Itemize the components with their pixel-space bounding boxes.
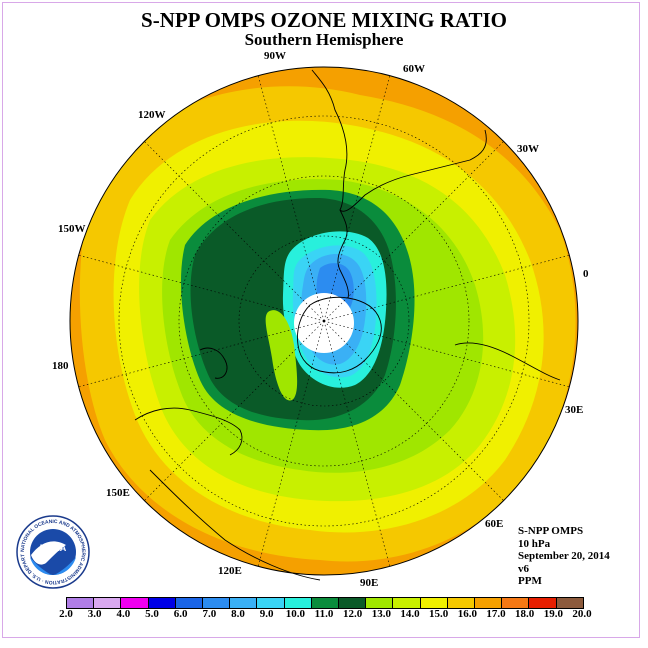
lon-label-180: 180 xyxy=(52,360,69,372)
ozone-field xyxy=(70,67,578,575)
colorbar-label: 15.0 xyxy=(429,608,449,620)
info-instrument: S-NPP OMPS xyxy=(518,525,584,537)
colorbar xyxy=(66,597,584,609)
africa-coast xyxy=(454,342,561,381)
info-date: September 20, 2014 xyxy=(518,550,610,562)
colorbar-segment xyxy=(67,598,95,608)
logo-bird-icon xyxy=(31,541,66,565)
lon-label-60w: 60W xyxy=(403,63,425,75)
colorbar-label: 4.0 xyxy=(116,608,131,620)
colorbar-label: 5.0 xyxy=(145,608,159,620)
colorbar-label: 17.0 xyxy=(486,608,506,620)
info-pressure: 10 hPa xyxy=(518,537,551,550)
colorbar-segment xyxy=(148,598,176,608)
colorbar-label: 19.0 xyxy=(543,608,563,620)
lon-label-30e: 30E xyxy=(565,404,584,416)
colorbar-segment xyxy=(230,598,258,608)
colorbar-segment xyxy=(420,598,448,608)
colorbar-label: 2.0 xyxy=(59,608,73,620)
colorbar-segment xyxy=(339,598,367,608)
map-outline xyxy=(69,66,579,576)
colorbar-segment xyxy=(366,598,394,608)
info-units: PPM xyxy=(518,575,542,587)
graticule xyxy=(78,75,570,567)
colorbar-label: 9.0 xyxy=(259,608,274,620)
colorbar-label: 18.0 xyxy=(515,608,535,620)
colorbar-segment xyxy=(257,598,285,608)
lon-label-120e: 120E xyxy=(218,565,242,577)
new-zealand-coast xyxy=(199,347,228,379)
coastlines xyxy=(134,69,561,581)
colorbar-segment xyxy=(447,598,476,608)
logo-wave-icon xyxy=(30,557,76,575)
info-version: v6 xyxy=(518,562,529,575)
colorbar-segment xyxy=(203,598,231,608)
colorbar-segment xyxy=(529,598,557,608)
colorbar-segment xyxy=(284,598,312,608)
colorbar-segment xyxy=(94,598,122,608)
colorbar-label: 12.0 xyxy=(343,608,363,620)
colorbar-label: 3.0 xyxy=(87,608,102,620)
latitude-ring-1 xyxy=(238,235,410,407)
lon-label-0: 0 xyxy=(583,268,589,280)
colorbar-segment xyxy=(502,598,530,608)
lon-label-30w: 30W xyxy=(517,143,539,155)
lon-label-150w: 150W xyxy=(58,223,86,235)
colorbar-label: 8.0 xyxy=(231,608,245,620)
antarctica-coast xyxy=(297,296,382,374)
latitude-ring-3 xyxy=(118,115,530,527)
colorbar-segment xyxy=(475,598,503,608)
colorbar-segment xyxy=(121,598,149,608)
colorbar-segment xyxy=(556,598,583,608)
lon-label-90e: 90E xyxy=(360,577,379,589)
noaa-logo: NATIONAL OCEANIC AND ATMOSPHERIC ADMINIS… xyxy=(16,515,90,589)
south-america-coast xyxy=(311,69,487,212)
colorbar-label: 14.0 xyxy=(400,608,420,620)
colorbar-label: 13.0 xyxy=(371,608,391,620)
colorbar-label: 11.0 xyxy=(314,608,334,620)
info-block: S-NPP OMPS 10 hPa September 20, 2014 v6 … xyxy=(518,525,610,588)
colorbar-label: 16.0 xyxy=(457,608,477,620)
colorbar-label: 6.0 xyxy=(173,608,188,620)
colorbar-segment xyxy=(311,598,340,608)
antarctic-peninsula xyxy=(337,209,349,299)
main-title: S-NPP OMPS OZONE MIXING RATIO xyxy=(141,8,507,32)
colorbar-label: 7.0 xyxy=(202,608,217,620)
australia-coast xyxy=(134,407,243,456)
sub-title: Southern Hemisphere xyxy=(244,30,404,49)
colorbar-label: 20.0 xyxy=(572,608,592,620)
colorbar-labels: 2.0 3.0 4.0 5.0 6.0 7.0 8.0 9.0 10.0 11.0 12.0 13.0… xyxy=(0,608,648,622)
colorbar-segment xyxy=(393,598,421,608)
field-green-tongue xyxy=(265,310,298,401)
colorbar-label: 10.0 xyxy=(285,608,305,620)
logo-text: NOAA xyxy=(40,543,67,553)
frame-border xyxy=(2,2,640,638)
latitude-ring-2 xyxy=(178,175,470,467)
pole-mask xyxy=(294,293,354,353)
lon-label-90w: 90W xyxy=(264,50,286,62)
colorbar-segment xyxy=(175,598,204,608)
lon-label-150e: 150E xyxy=(106,487,130,499)
lon-label-120w: 120W xyxy=(138,109,166,121)
lon-label-60e: 60E xyxy=(485,518,504,530)
